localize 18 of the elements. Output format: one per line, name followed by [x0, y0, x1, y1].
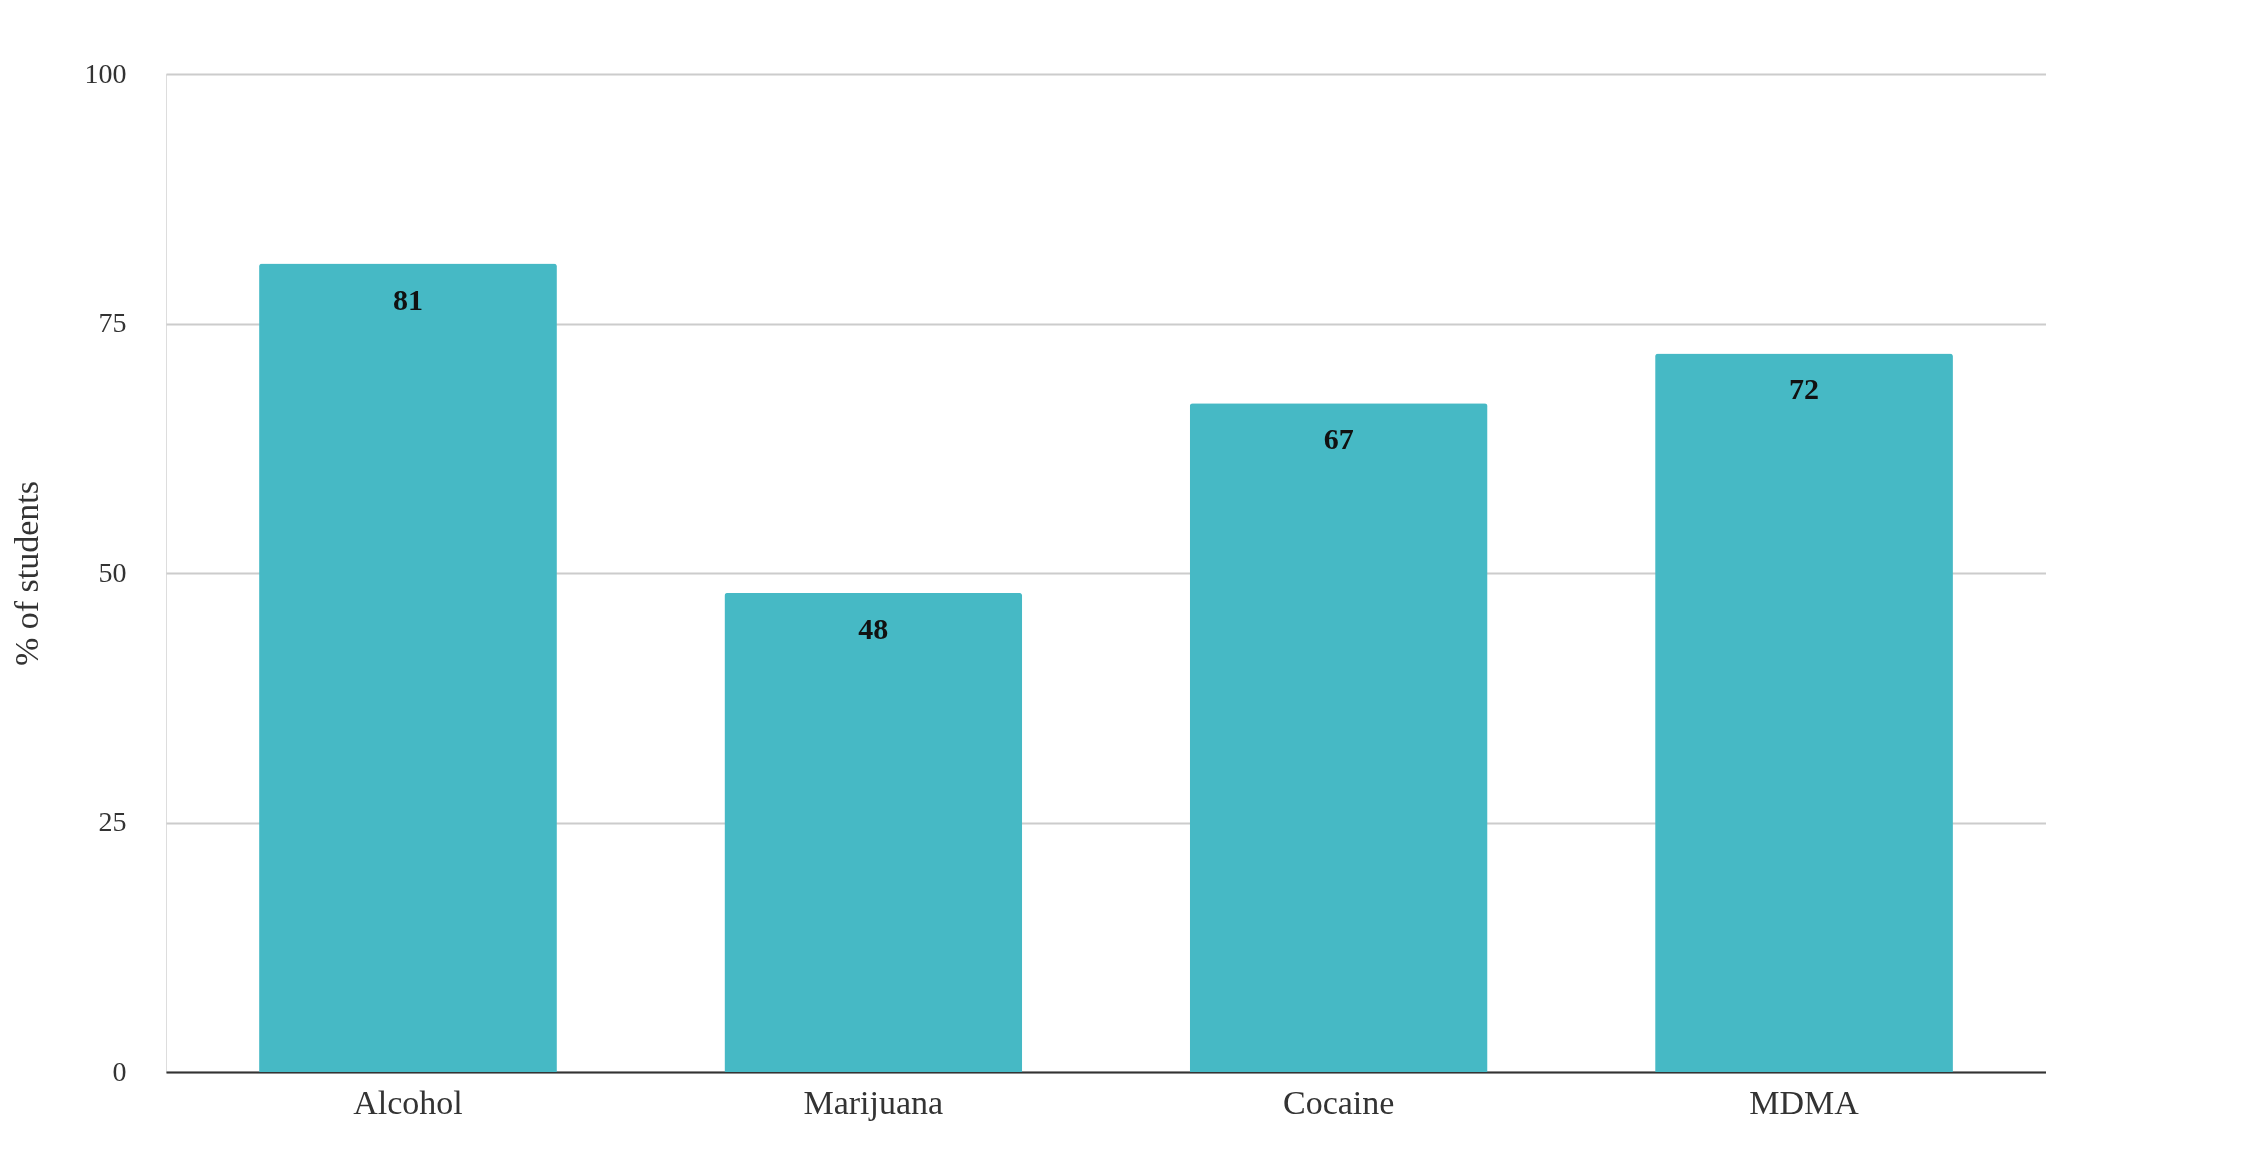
x-tick-label: Marijuana	[803, 1083, 944, 1121]
data-label: 81	[392, 282, 423, 316]
y-tick-label: 50	[98, 556, 127, 588]
bar	[1189, 403, 1488, 1072]
x-tick-label: Alcohol	[353, 1083, 463, 1121]
x-tick-label: MDMA	[1749, 1083, 1860, 1121]
data-label: 67	[1323, 422, 1354, 456]
y-axis-title: % of students	[7, 480, 45, 667]
bar	[724, 592, 1023, 1072]
bar	[1655, 353, 1953, 1072]
y-tick-label: 0	[112, 1055, 127, 1087]
bar	[259, 263, 557, 1072]
y-tick-label: 25	[98, 806, 127, 837]
y-tick-label: 100	[84, 57, 127, 89]
data-label: 72	[1789, 372, 1820, 406]
x-tick-label: Cocaine	[1282, 1083, 1395, 1121]
y-tick-label: 75	[98, 307, 127, 338]
data-label: 48	[858, 611, 889, 645]
